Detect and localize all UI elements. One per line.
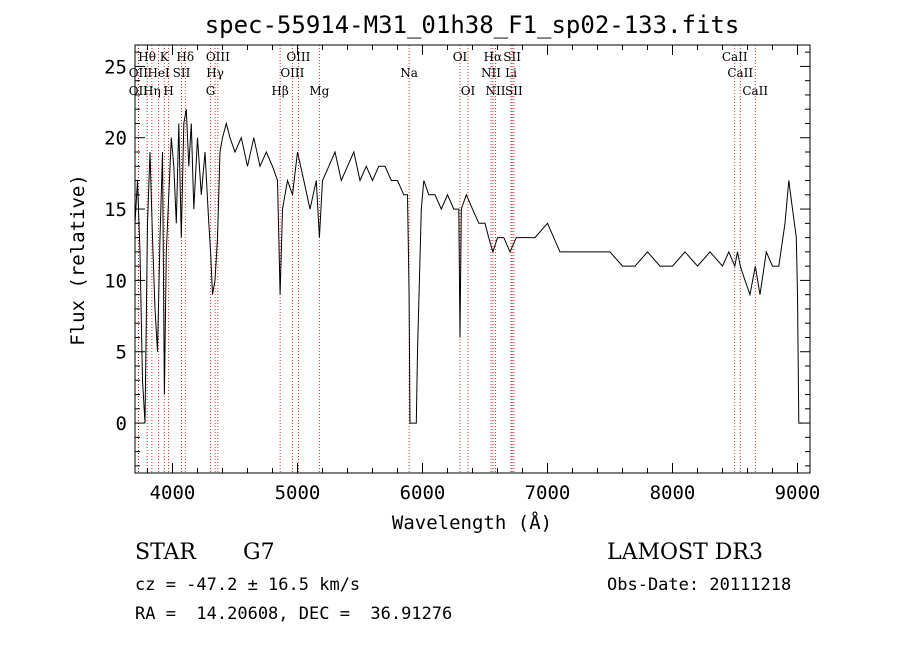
spectral-line-label: Mg	[309, 84, 329, 98]
spectral-line-label: OI	[461, 84, 476, 98]
spectral-line-label: NII	[486, 84, 506, 98]
spectral-line-label: SII	[503, 50, 521, 64]
x-tick-label: 9000	[775, 482, 821, 504]
plot-frame	[134, 44, 811, 474]
spectral-line-label: OII	[129, 84, 149, 98]
x-axis-label: Wavelength (Å)	[392, 511, 552, 534]
redshift-cz: cz = -47.2 ± 16.5 km/s	[135, 575, 361, 595]
y-tick-label: 0	[116, 413, 127, 435]
spectral-line-label: Hα	[484, 50, 503, 64]
spectral-line-label: G	[206, 84, 216, 98]
x-tick-label: 5000	[275, 482, 321, 504]
spectral-line-label: OIII	[286, 50, 310, 64]
x-tick-label: 7000	[525, 482, 571, 504]
y-tick-label: 20	[104, 128, 127, 150]
spectral-line-label: SII	[173, 66, 191, 80]
spectral-line-label: Hγ	[206, 66, 224, 80]
spectrum-line	[134, 109, 802, 424]
spectral-line-label: Hβ	[271, 84, 288, 98]
spectral-line-label: Li	[505, 66, 517, 80]
x-tick-label: 8000	[650, 482, 696, 504]
object-class: STAR	[135, 540, 196, 565]
spectral-line-label: CaII	[722, 50, 748, 64]
spectral-line-label: Hδ	[176, 50, 194, 64]
obs-date: Obs-Date: 20111218	[607, 575, 792, 595]
x-ticks: 4000 5000 6000 7000 8000 9000	[147, 45, 821, 504]
y-ticks: 0 5 10 15 20 25	[104, 51, 810, 467]
x-tick-label: 6000	[400, 482, 446, 504]
spectral-line-label: OIII	[280, 66, 304, 80]
spectral-line-label: CaII	[727, 66, 753, 80]
spectral-line-label: OII	[129, 66, 149, 80]
spectral-line-label: NII	[481, 66, 501, 80]
y-axis-label: Flux (relative)	[67, 174, 89, 346]
spectral-line-label: Na	[400, 66, 418, 80]
chart-title: spec-55914-M31_01h38_F1_sp02-133.fits	[205, 11, 740, 39]
spectral-line-label: OI	[453, 50, 468, 64]
spectral-line-label: Hθ	[138, 50, 156, 64]
y-tick-label: 15	[104, 199, 127, 221]
y-tick-label: 25	[104, 56, 127, 78]
spectral-line-label: CaII	[742, 84, 768, 98]
ra-dec: RA = 14.20608, DEC = 36.91276	[135, 604, 453, 624]
spectral-line-label: Hη	[143, 84, 161, 98]
spectral-line-label: K	[160, 50, 170, 64]
spectral-line-label: OIII	[206, 50, 230, 64]
spectral-line-markers	[137, 45, 756, 473]
spectral-line-label: HeI	[147, 66, 170, 80]
y-tick-label: 10	[104, 270, 127, 292]
x-tick-label: 4000	[150, 482, 196, 504]
spectral-line-label: H	[163, 84, 173, 98]
survey-name: LAMOST DR3	[607, 540, 763, 565]
subclass: G7	[243, 540, 275, 565]
y-tick-label: 5	[116, 342, 127, 364]
spectral-line-label: SII	[505, 84, 523, 98]
